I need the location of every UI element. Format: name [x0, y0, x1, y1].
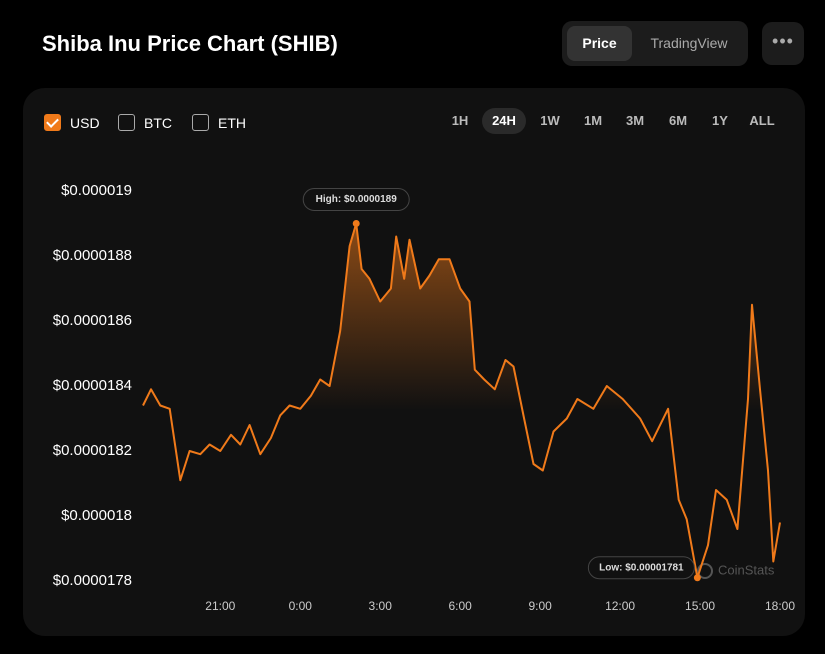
tab[interactable]: TradingView	[650, 35, 728, 51]
x-tick-label: 12:00	[605, 599, 635, 613]
high-point	[352, 220, 360, 227]
x-tick-label: 0:00	[289, 599, 313, 613]
currency-checkbox[interactable]: USD	[44, 114, 100, 132]
page-title: Shiba Inu Price Chart (SHIB)	[42, 31, 338, 56]
y-tick-label: $0.0000186	[53, 312, 132, 329]
x-tick-label: 21:00	[205, 599, 235, 613]
range-button[interactable]: 1W	[540, 113, 560, 128]
currency-checkbox[interactable]: BTC	[118, 114, 172, 132]
y-tick-label: $0.0000178	[53, 572, 132, 589]
range-button[interactable]: 3M	[625, 113, 645, 128]
more-button[interactable]: •••	[762, 22, 804, 65]
price-line	[142, 222, 781, 579]
range-button[interactable]: 1M	[583, 113, 603, 128]
low-point	[693, 574, 701, 582]
y-tick-label: $0.000019	[61, 182, 132, 199]
annotation-box	[302, 188, 410, 211]
y-tick-label: $0.0000182	[53, 442, 132, 459]
y-tick-label: $0.000018	[61, 507, 132, 524]
currency-checkbox[interactable]: ETH	[192, 114, 246, 132]
tab[interactable]: Price	[567, 26, 632, 61]
x-tick-label: 3:00	[369, 599, 393, 613]
range-button[interactable]: 24H	[482, 108, 526, 134]
range-button[interactable]: 1H	[451, 113, 469, 128]
tab-group: Price TradingView	[562, 21, 748, 66]
range-button[interactable]: 6M	[668, 113, 688, 128]
x-tick-label: 9:00	[528, 599, 552, 613]
x-tick-label: 15:00	[685, 599, 715, 613]
x-tick-label: 6:00	[448, 599, 472, 613]
annotation-box	[587, 556, 695, 580]
y-tick-label: $0.0000188	[53, 247, 132, 264]
annotation: High: $0.0000189	[316, 194, 398, 205]
annotation: Low: $0.00001781	[599, 562, 684, 573]
x-tick-label: 18:00	[765, 599, 795, 613]
range-button[interactable]: 1Y	[712, 113, 728, 128]
price-area	[143, 223, 780, 598]
y-tick-label: $0.0000184	[53, 377, 132, 394]
range-button[interactable]: ALL	[749, 113, 775, 128]
